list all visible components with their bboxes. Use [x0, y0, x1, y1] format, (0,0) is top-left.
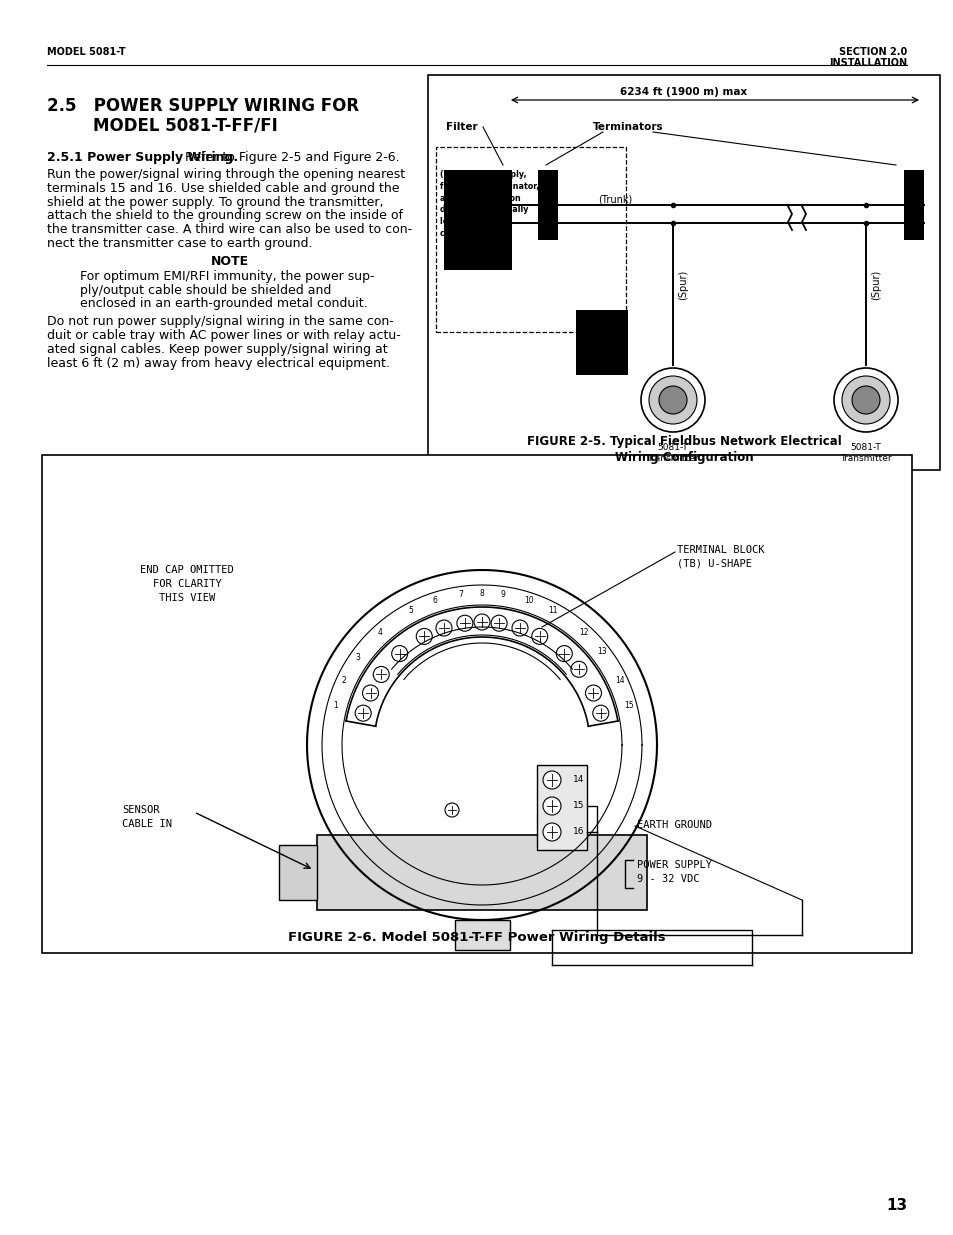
Text: THIS VIEW: THIS VIEW — [159, 593, 214, 603]
Text: ply/output cable should be shielded and: ply/output cable should be shielded and — [80, 284, 331, 296]
Text: enclosed in an earth-grounded metal conduit.: enclosed in an earth-grounded metal cond… — [80, 298, 367, 310]
Text: Run the power/signal wiring through the opening nearest: Run the power/signal wiring through the … — [47, 168, 405, 182]
Circle shape — [542, 771, 560, 789]
Text: MODEL 5081-T: MODEL 5081-T — [47, 47, 126, 57]
Circle shape — [841, 375, 889, 424]
Circle shape — [592, 705, 608, 721]
Text: Filter: Filter — [446, 122, 477, 132]
Text: duit or cable tray with AC power lines or with relay actu-: duit or cable tray with AC power lines o… — [47, 329, 400, 342]
Text: TERMINAL BLOCK: TERMINAL BLOCK — [677, 545, 763, 555]
Text: 2.5.1 Power Supply Wiring.: 2.5.1 Power Supply Wiring. — [47, 151, 238, 164]
Circle shape — [512, 620, 527, 636]
Text: least 6 ft (2 m) away from heavy electrical equipment.: least 6 ft (2 m) away from heavy electri… — [47, 357, 390, 369]
Circle shape — [456, 615, 473, 631]
Text: CABLE IN: CABLE IN — [122, 819, 172, 829]
Text: (Trunk): (Trunk) — [598, 194, 632, 204]
Circle shape — [851, 387, 879, 414]
Text: 2.5   POWER SUPPLY WIRING FOR: 2.5 POWER SUPPLY WIRING FOR — [47, 98, 358, 115]
Circle shape — [362, 685, 378, 701]
Circle shape — [542, 823, 560, 841]
Circle shape — [570, 661, 586, 677]
Circle shape — [542, 797, 560, 815]
Circle shape — [491, 615, 507, 631]
Text: 12: 12 — [578, 627, 588, 636]
Text: MODEL 5081-T-FF/FI: MODEL 5081-T-FF/FI — [47, 117, 277, 135]
Text: SENSOR: SENSOR — [122, 805, 159, 815]
Text: For optimum EMI/RFI immunity, the power sup-: For optimum EMI/RFI immunity, the power … — [80, 269, 375, 283]
Text: INSTALLATION: INSTALLATION — [828, 58, 906, 68]
Circle shape — [659, 387, 686, 414]
Text: attach the shield to the grounding screw on the inside of: attach the shield to the grounding screw… — [47, 210, 402, 222]
Bar — [443, 170, 512, 270]
Circle shape — [355, 705, 371, 721]
Text: 9 - 32 VDC: 9 - 32 VDC — [637, 874, 699, 884]
Text: POWER SUPPLY: POWER SUPPLY — [637, 860, 711, 869]
Bar — [436, 147, 625, 332]
Circle shape — [436, 620, 452, 636]
Text: NOTE: NOTE — [211, 254, 249, 268]
Text: (Spur): (Spur) — [678, 270, 687, 300]
Bar — [428, 75, 939, 471]
Text: shield at the power supply. To ground the transmitter,: shield at the power supply. To ground th… — [47, 195, 383, 209]
Text: terminals 15 and 16. Use shielded cable and ground the: terminals 15 and 16. Use shielded cable … — [47, 182, 399, 195]
Circle shape — [585, 685, 600, 701]
Circle shape — [640, 368, 704, 432]
Bar — [455, 920, 510, 950]
Text: 7: 7 — [458, 590, 463, 599]
Bar — [316, 835, 646, 910]
Text: 5: 5 — [408, 606, 413, 615]
Text: Terminators: Terminators — [593, 122, 663, 132]
Text: (TB) U-SHAPE: (TB) U-SHAPE — [677, 559, 751, 569]
Text: END CAP OMITTED: END CAP OMITTED — [140, 564, 233, 576]
Text: 15: 15 — [623, 701, 633, 710]
Bar — [42, 454, 911, 953]
Text: (The power supply,
filter, first terminator,
and configuration
device are typica: (The power supply, filter, first termina… — [439, 170, 538, 238]
Bar — [537, 764, 586, 850]
Text: 6: 6 — [432, 597, 437, 605]
Circle shape — [833, 368, 897, 432]
Text: Refer to Figure 2-5 and Figure 2-6.: Refer to Figure 2-5 and Figure 2-6. — [181, 151, 399, 164]
Text: ated signal cables. Keep power supply/signal wiring at: ated signal cables. Keep power supply/si… — [47, 343, 387, 356]
Bar — [576, 310, 627, 375]
Circle shape — [474, 614, 490, 630]
Text: 6234 ft (1900 m) max: 6234 ft (1900 m) max — [619, 86, 747, 98]
Circle shape — [373, 667, 389, 683]
Text: Do not run power supply/signal wiring in the same con-: Do not run power supply/signal wiring in… — [47, 315, 394, 329]
Text: 2: 2 — [341, 677, 346, 685]
Text: 11: 11 — [548, 606, 558, 615]
Text: 16: 16 — [573, 827, 584, 836]
Bar — [903, 170, 923, 240]
Text: 13: 13 — [597, 647, 606, 656]
Circle shape — [556, 646, 572, 662]
Circle shape — [416, 629, 432, 645]
Text: Wiring Configuration: Wiring Configuration — [614, 451, 753, 464]
Text: FIGURE 2-5. Typical Fieldbus Network Electrical: FIGURE 2-5. Typical Fieldbus Network Ele… — [526, 435, 841, 448]
Circle shape — [444, 803, 458, 818]
Text: the transmitter case. A third wire can also be used to con-: the transmitter case. A third wire can a… — [47, 224, 412, 236]
Text: 5081-T
Transmitter: 5081-T Transmitter — [646, 443, 699, 463]
Text: FOR CLARITY: FOR CLARITY — [152, 579, 221, 589]
Text: FIGURE 2-6. Model 5081-T-FF Power Wiring Details: FIGURE 2-6. Model 5081-T-FF Power Wiring… — [288, 931, 665, 944]
Circle shape — [392, 646, 407, 662]
Text: 15: 15 — [573, 802, 584, 810]
Text: SECTION 2.0: SECTION 2.0 — [838, 47, 906, 57]
Text: 14: 14 — [573, 776, 584, 784]
Text: 13: 13 — [885, 1198, 906, 1213]
Text: 14: 14 — [615, 677, 624, 685]
Text: (Spur): (Spur) — [870, 270, 880, 300]
Text: 10: 10 — [523, 597, 534, 605]
Text: nect the transmitter case to earth ground.: nect the transmitter case to earth groun… — [47, 237, 313, 249]
Circle shape — [648, 375, 697, 424]
Text: 4: 4 — [377, 627, 382, 636]
Bar — [278, 845, 316, 900]
Bar — [537, 170, 558, 240]
Text: EARTH GROUND: EARTH GROUND — [637, 820, 711, 830]
Circle shape — [531, 629, 547, 645]
Text: 5081-T
Transmitter: 5081-T Transmitter — [840, 443, 891, 463]
Text: 1: 1 — [333, 701, 337, 710]
Text: 9: 9 — [500, 590, 505, 599]
Text: 3: 3 — [355, 653, 359, 662]
Text: 8: 8 — [479, 589, 484, 598]
